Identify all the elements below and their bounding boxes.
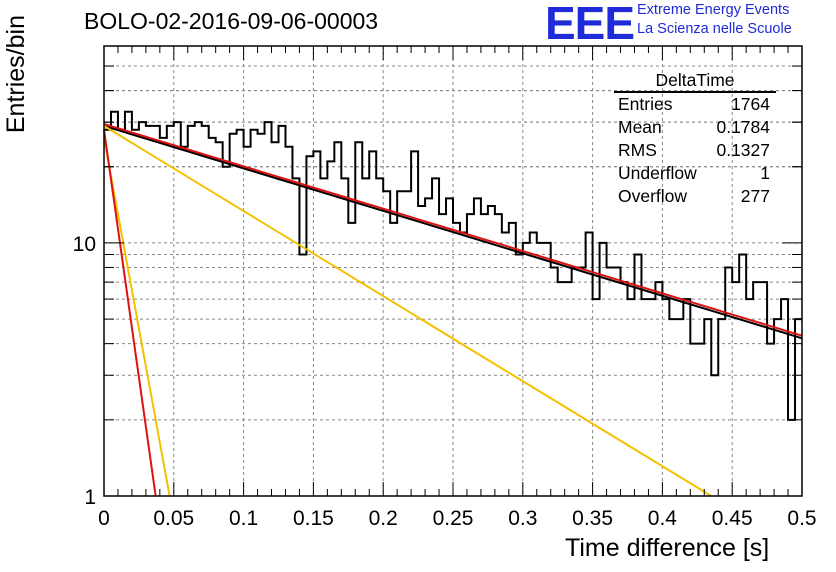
stats-title: DeltaTime [614, 70, 776, 93]
grid-lines [104, 46, 802, 496]
histogram [104, 110, 802, 421]
histogram-outline [104, 110, 802, 421]
stats-value: 0.1784 [716, 117, 770, 137]
stats-value: 1764 [731, 94, 770, 114]
x-tick-labels: 0 0.05 0.1 0.15 0.2 0.25 0.3 0.35 0.4 0.45 0.5 [98, 507, 816, 530]
stats-label: RMS [618, 140, 657, 160]
x-tick-label: 0.3 [508, 507, 537, 530]
eee-logo: EEE [545, 0, 635, 49]
x-tick-label: 0.25 [433, 507, 474, 530]
x-tick-label: 0.1 [229, 507, 258, 530]
y-tick-labels: 1 10 [73, 233, 96, 509]
fit-line-2 [103, 125, 712, 497]
y-axis-label: Entries/bin [2, 15, 30, 134]
chart-title: BOLO-02-2016-09-06-00003 [84, 8, 379, 34]
stats-row: RMS 0.1327 [610, 139, 776, 162]
stats-box: DeltaTime Entries 1764 Mean 0.1784 RMS 0.1327… [610, 70, 776, 208]
x-tick-label: 0.45 [712, 507, 753, 530]
axis-ticks [103, 45, 803, 497]
stats-label: Mean [618, 117, 662, 137]
x-tick-label: 0.15 [293, 507, 334, 530]
stats-value: 277 [740, 186, 770, 206]
fit-line-0 [103, 124, 803, 340]
stats-row: Overflow 277 [610, 185, 776, 208]
fit-line-4 [103, 129, 157, 497]
logo-line-1: Extreme Energy Events [637, 2, 790, 18]
x-tick-label: 0.35 [572, 507, 613, 530]
stats-row: Entries 1764 [610, 93, 776, 116]
x-tick-label: 0.05 [153, 507, 194, 530]
stats-row: Mean 0.1784 [610, 116, 776, 139]
fit-lines [103, 123, 803, 497]
stats-value: 0.1327 [716, 140, 770, 160]
x-tick-label: 0 [98, 507, 110, 530]
stats-label: Overflow [618, 186, 688, 206]
x-axis-label: Time difference [s] [565, 534, 770, 562]
stats-row: Underflow 1 [610, 162, 776, 185]
stats-label: Underflow [618, 163, 697, 183]
x-tick-label: 0.4 [648, 507, 678, 530]
stats-label: Entries [618, 94, 673, 114]
y-tick-label: 10 [73, 233, 96, 256]
stats-value: 1 [760, 163, 770, 183]
y-tick-label: 1 [84, 486, 96, 509]
fit-line-1 [103, 123, 803, 337]
stats-rows: Entries 1764 Mean 0.1784 RMS 0.1327 Underflow 1… [610, 93, 776, 208]
x-tick-label: 0.2 [369, 507, 398, 530]
x-tick-label: 0.5 [787, 507, 816, 530]
logo-line-2: La Scienza nelle Scuole [637, 21, 792, 37]
fit-line-3 [103, 137, 171, 497]
